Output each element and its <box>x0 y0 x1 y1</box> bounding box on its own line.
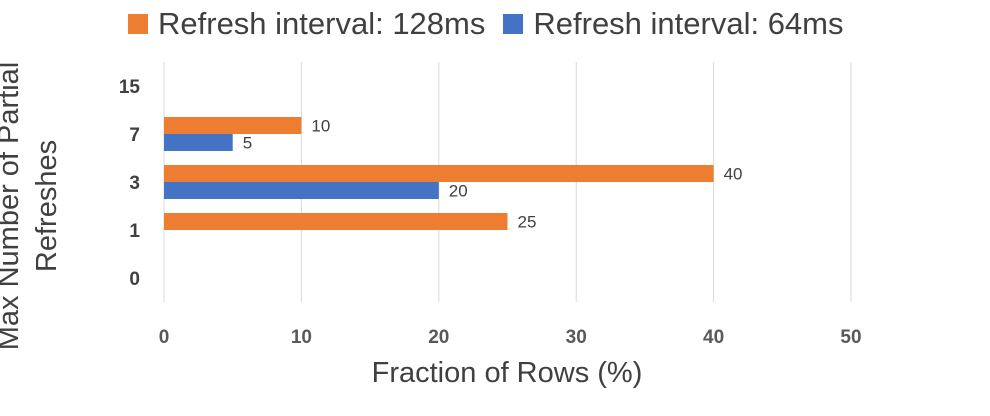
legend-swatch-128ms <box>128 14 148 34</box>
legend-item-64ms: Refresh interval: 64ms <box>503 6 844 42</box>
y-axis-title: Max Number of Partial Refreshes <box>0 61 63 351</box>
x-tick-label-50: 50 <box>840 327 861 348</box>
x-tick-label-30: 30 <box>566 327 587 348</box>
data-label-128ms-1: 25 <box>518 213 537 232</box>
bars <box>164 117 714 230</box>
data-label-64ms-7: 5 <box>243 134 252 153</box>
bar-128ms-1 <box>164 213 508 230</box>
legend-label-128ms: Refresh interval: 128ms <box>158 6 486 41</box>
bar-128ms-7 <box>164 117 302 134</box>
legend-label-64ms: Refresh interval: 64ms <box>533 6 844 41</box>
y-tick-label-15: 15 <box>119 77 141 98</box>
bar-64ms-3 <box>164 182 439 199</box>
data-label-128ms-3: 40 <box>724 165 743 184</box>
legend-item-128ms: Refresh interval: 128ms <box>128 6 485 42</box>
bar-128ms-3 <box>164 165 714 182</box>
x-tick-label-40: 40 <box>703 327 724 348</box>
data-label-128ms-7: 10 <box>311 117 330 136</box>
data-label-64ms-3: 20 <box>449 182 468 201</box>
bar-64ms-7 <box>164 134 233 151</box>
x-tick-label-20: 20 <box>428 327 449 348</box>
x-tick-label-10: 10 <box>291 327 312 348</box>
y-tick-labels: 0 1 3 7 15 <box>119 77 141 290</box>
y-tick-label-0: 0 <box>129 269 140 290</box>
legend-swatch-64ms <box>503 14 524 34</box>
x-tick-labels: 0 10 20 30 40 50 <box>159 327 862 348</box>
y-tick-label-1: 1 <box>129 221 140 242</box>
legend: Refresh interval: 128ms Refresh interval… <box>128 6 862 42</box>
data-labels: 25 40 20 10 5 <box>243 117 743 232</box>
y-tick-label-7: 7 <box>129 125 140 146</box>
y-tick-label-3: 3 <box>129 173 140 194</box>
x-axis-title: Fraction of Rows (%) <box>371 357 643 389</box>
x-tick-label-0: 0 <box>159 327 170 348</box>
